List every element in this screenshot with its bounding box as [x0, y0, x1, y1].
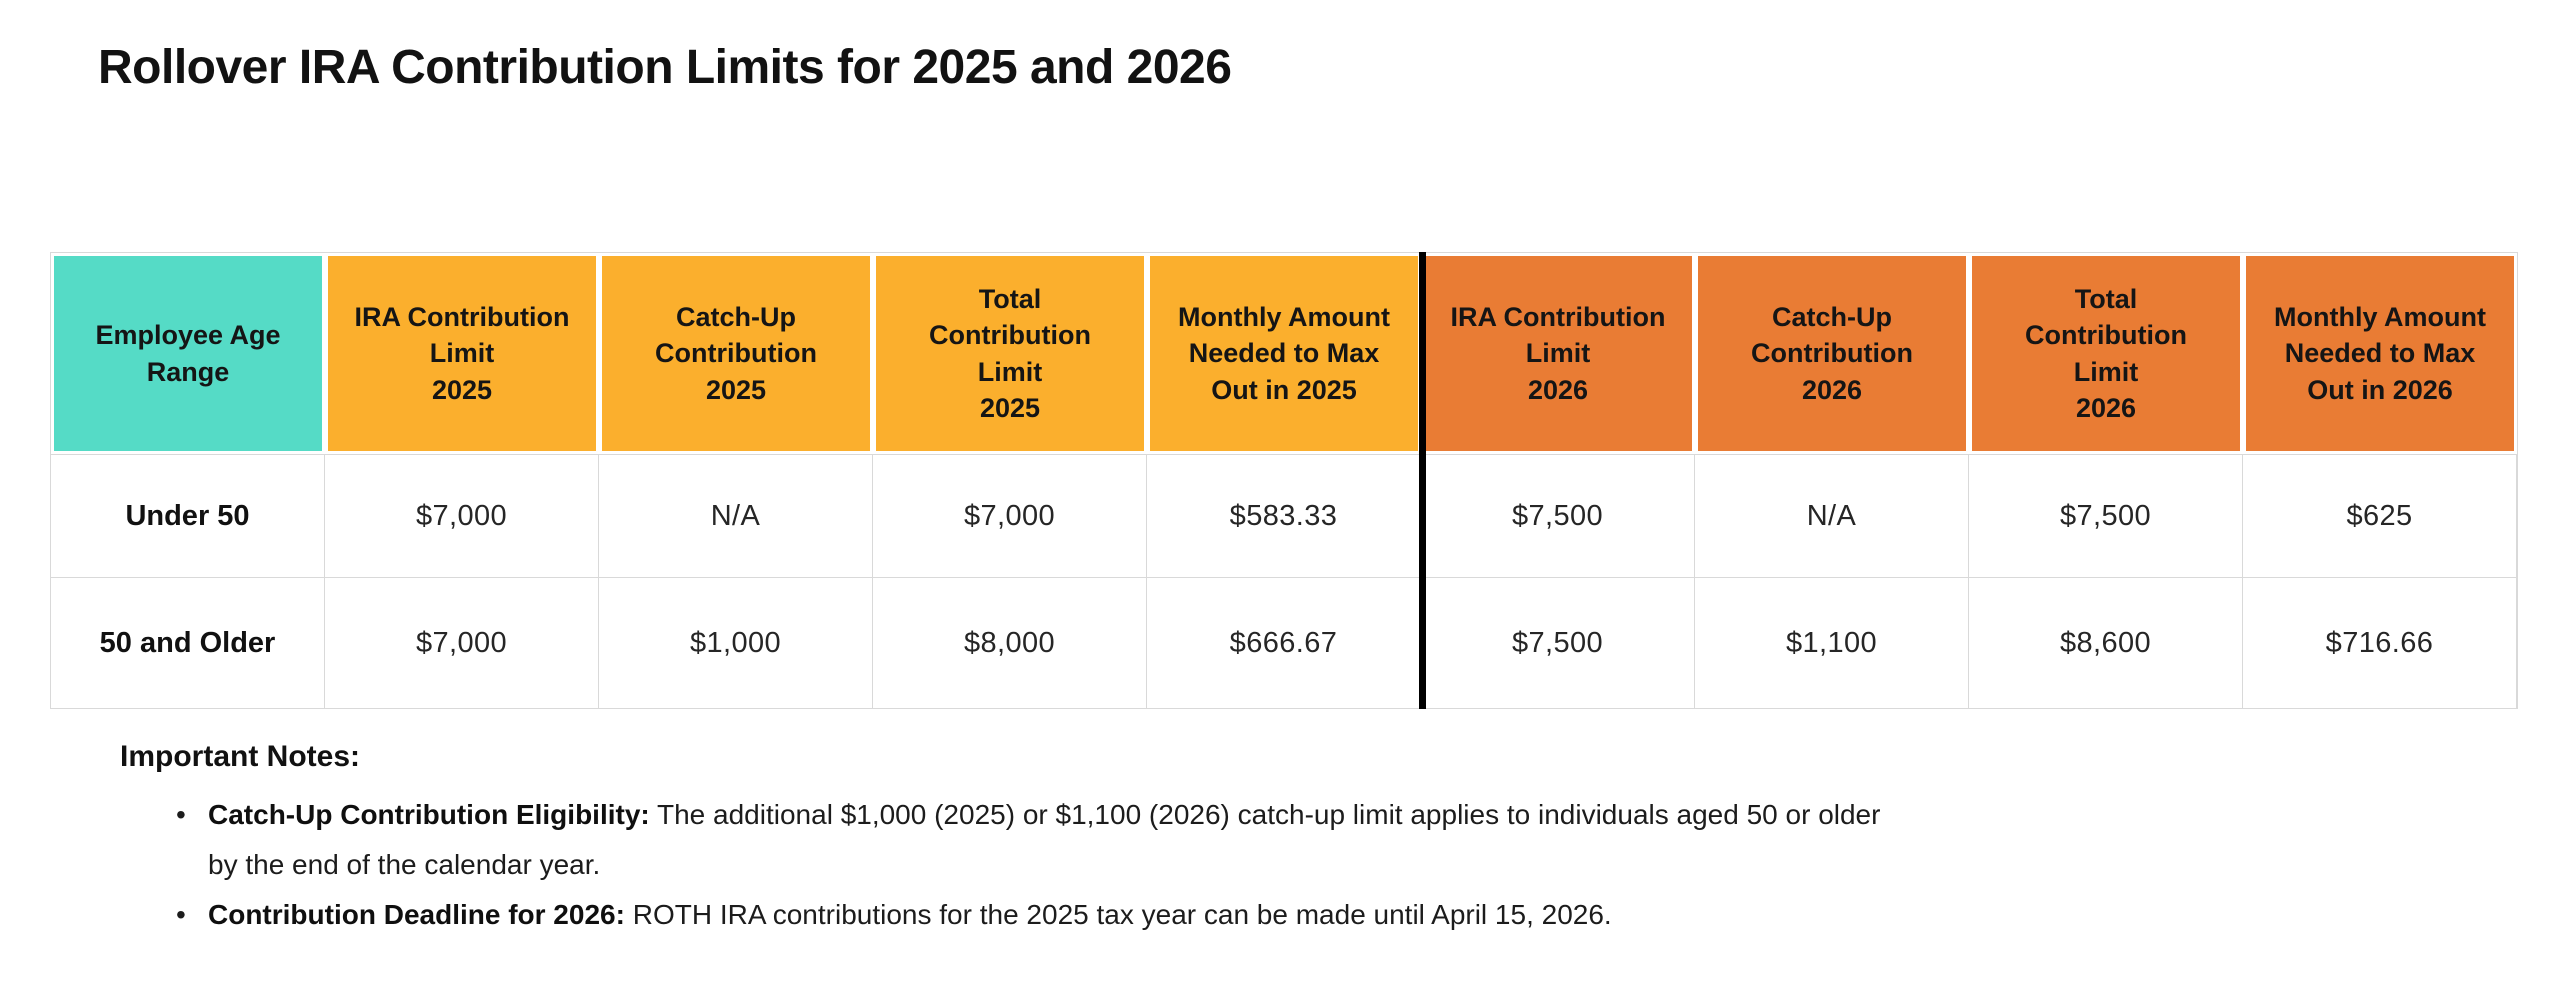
year-divider: [1419, 252, 1426, 709]
column-header-employee-age-range: Employee Age Range: [51, 253, 325, 454]
column-header-ira-contribution-limit-2025: IRA Contribution Limit 2025: [325, 253, 599, 454]
row-header: 50 and Older: [51, 577, 325, 708]
table-cell: $7,000: [325, 454, 599, 577]
note-item-lead: Catch-Up Contribution Eligibility:: [208, 799, 650, 830]
table-cell: $7,500: [1969, 454, 2243, 577]
column-header-total-contribution-limit-2026: Total Contribution Limit 2026: [1969, 253, 2243, 454]
table-cell: $583.33: [1147, 454, 1421, 577]
notes-list: Catch-Up Contribution Eligibility: The a…: [120, 790, 2220, 940]
contribution-limits-table: Employee Age Range IRA Contribution Limit…: [50, 252, 2518, 709]
table-cell: N/A: [599, 454, 873, 577]
table-cell: $625: [2243, 454, 2517, 577]
table-cell: N/A: [1695, 454, 1969, 577]
note-item-text: The additional $1,000 (2025) or $1,100 (…: [208, 799, 1881, 880]
table-cell: $7,500: [1421, 454, 1695, 577]
column-header-monthly-amount-2026: Monthly Amount Needed to Max Out in 2026: [2243, 253, 2517, 454]
notes-section: Important Notes: Catch-Up Contribution E…: [120, 740, 2220, 940]
note-item-lead: Contribution Deadline for 2026:: [208, 899, 625, 930]
column-header-catch-up-contribution-2025: Catch-Up Contribution 2025: [599, 253, 873, 454]
table-grid: Employee Age Range IRA Contribution Limit…: [51, 253, 2517, 708]
column-header-monthly-amount-2025: Monthly Amount Needed to Max Out in 2025: [1147, 253, 1421, 454]
column-header-ira-contribution-limit-2026: IRA Contribution Limit 2026: [1421, 253, 1695, 454]
table-cell: $8,000: [873, 577, 1147, 708]
column-header-total-contribution-limit-2025: Total Contribution Limit 2025: [873, 253, 1147, 454]
table-cell: $666.67: [1147, 577, 1421, 708]
column-header-catch-up-contribution-2026: Catch-Up Contribution 2026: [1695, 253, 1969, 454]
note-item: Catch-Up Contribution Eligibility: The a…: [120, 790, 2220, 890]
table-cell: $8,600: [1969, 577, 2243, 708]
notes-heading: Important Notes:: [120, 740, 360, 773]
note-item: Contribution Deadline for 2026: ROTH IRA…: [120, 890, 2220, 940]
row-header: Under 50: [51, 454, 325, 577]
table-cell: $1,000: [599, 577, 873, 708]
table-cell: $7,500: [1421, 577, 1695, 708]
page-title: Rollover IRA Contribution Limits for 202…: [98, 41, 1232, 94]
note-item-text: ROTH IRA contributions for the 2025 tax …: [624, 899, 1612, 930]
table-cell: $716.66: [2243, 577, 2517, 708]
table-cell: $1,100: [1695, 577, 1969, 708]
table-cell: $7,000: [873, 454, 1147, 577]
table-cell: $7,000: [325, 577, 599, 708]
